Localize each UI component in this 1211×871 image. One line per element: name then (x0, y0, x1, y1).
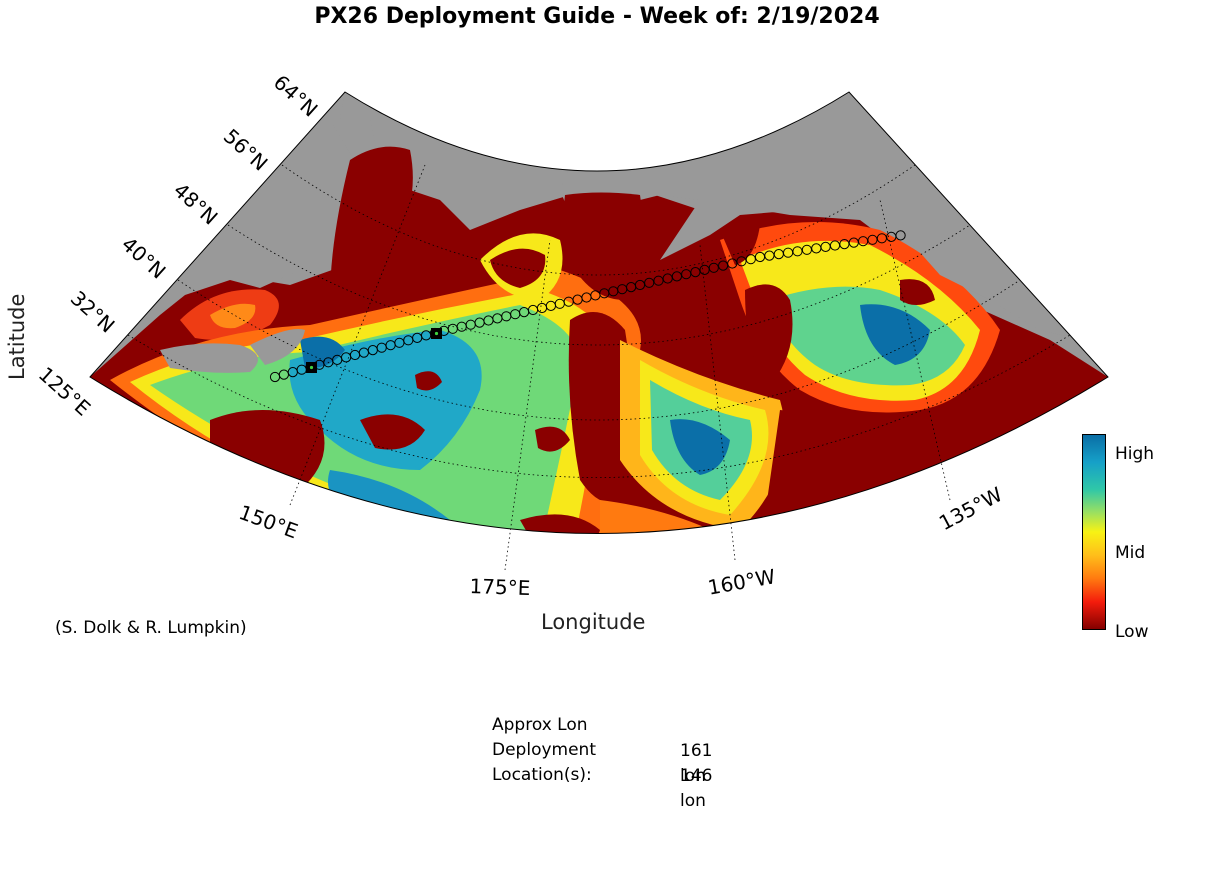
x-axis-label: Longitude (541, 610, 646, 634)
land-asia (90, 92, 360, 377)
track-point (644, 277, 655, 288)
map-title: PX26 Deployment Guide - Week of: 2/19/20… (314, 4, 880, 29)
y-axis-label: Latitude (5, 293, 29, 380)
land-alaska (560, 92, 1108, 377)
deployment-lon-2: 146 lon (680, 766, 713, 811)
colorbar-high-label: High (1115, 444, 1155, 464)
track-point (736, 256, 747, 267)
deployment-info: Approx Lon Deployment 161 lon Location(s)… (492, 713, 712, 811)
deployment-marker-146-dot (309, 365, 314, 370)
graticule (127, 164, 1071, 571)
lon-tick-175e: 175°E (469, 574, 531, 601)
track-point (895, 230, 906, 241)
map-frame (89, 91, 1109, 534)
track-point (671, 271, 683, 282)
deployment-marker-161-dot (434, 331, 439, 336)
deployment-label: Deployment (492, 740, 596, 760)
locations-label: Location(s): (492, 765, 592, 785)
colorbar-mid-label: Mid (1115, 543, 1146, 563)
deployment-lon-1: 161 lon (680, 741, 713, 786)
credit-text: (S. Dolk & R. Lumpkin) (55, 618, 247, 638)
approx-lon-heading: Approx Lon (492, 715, 588, 735)
colorbar (1082, 434, 1106, 630)
track-point (708, 262, 719, 273)
colorbar-low-label: Low (1115, 622, 1149, 642)
